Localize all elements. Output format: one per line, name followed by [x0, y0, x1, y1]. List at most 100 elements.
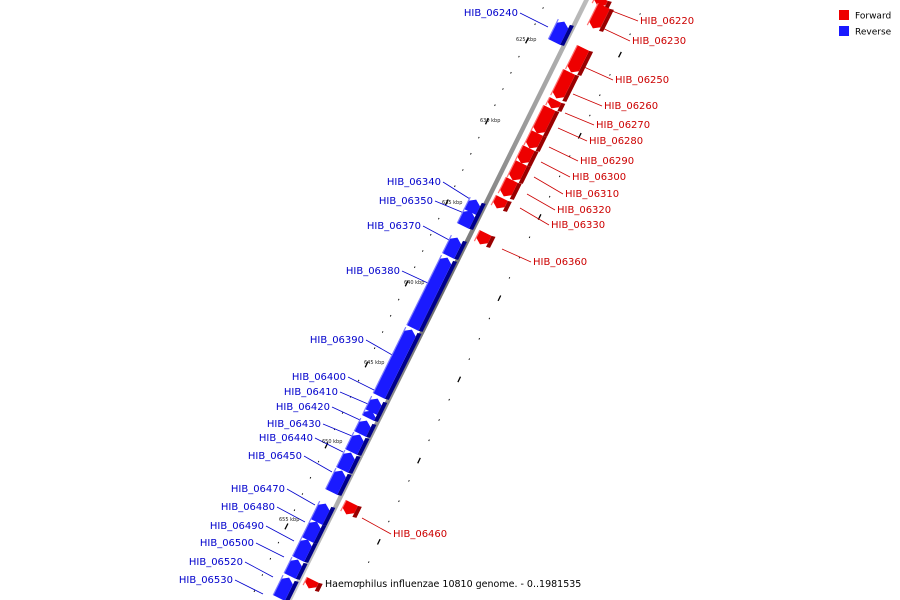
minor-tick — [277, 541, 280, 544]
major-tick — [364, 361, 369, 368]
gene-label-reverse: HIB_06530 — [179, 575, 233, 586]
leader-line-reverse — [422, 225, 452, 242]
gene-arrow-body — [589, 3, 610, 29]
gene-arrow-body — [442, 237, 462, 259]
reverse-gene-arrow — [325, 467, 352, 496]
gene-arrow-shade — [543, 110, 560, 137]
gene-arrow-highlight — [283, 556, 293, 574]
gene-label-forward: HIB_06270 — [596, 120, 650, 131]
gene-arrow-body — [273, 577, 293, 600]
gene-label-reverse: HIB_06430 — [267, 419, 321, 430]
gene-label-forward: HIB_06310 — [565, 189, 619, 200]
forward-gene-arrow — [302, 576, 323, 592]
leader-line-forward — [526, 193, 556, 211]
leader-line-reverse — [434, 200, 465, 214]
kbp-label: 640 kbp — [404, 280, 424, 286]
forward-gene-arrow — [564, 44, 594, 76]
gene-arrow-highlight — [406, 254, 443, 326]
forward-gene-arrow — [497, 176, 522, 200]
gene-label-reverse: HIB_06450 — [248, 451, 302, 462]
minor-tick — [341, 412, 344, 414]
gene-arrow-shade — [560, 24, 574, 46]
minor-tick — [462, 169, 464, 171]
leader-line-forward — [548, 146, 579, 162]
gene-label-forward: HIB_06460 — [393, 529, 447, 540]
gene-arrow-body — [292, 539, 312, 562]
gene-arrow-shade — [509, 182, 522, 200]
gene-arrow-highlight — [547, 18, 559, 40]
gene-arrow-body — [525, 130, 543, 149]
major-tick — [457, 376, 462, 383]
leader-line-forward — [572, 93, 603, 107]
leader-line-reverse — [276, 506, 306, 523]
reverse-gene-arrow — [283, 556, 308, 580]
gene-arrow-highlight — [364, 395, 373, 410]
major-tick — [404, 280, 409, 287]
gene-arrow-shade — [376, 401, 388, 416]
minor-tick — [454, 185, 456, 188]
legend-forward-label: Forward — [855, 12, 891, 22]
gene-arrow-highlight — [497, 176, 507, 194]
leader-line-reverse — [255, 542, 285, 558]
minor-tick — [357, 581, 360, 584]
gene-arrow-shade — [384, 332, 422, 400]
gene-label-forward: HIB_06320 — [557, 205, 611, 216]
reverse-gene-arrow — [291, 536, 318, 563]
gene-label-forward: HIB_06330 — [551, 220, 605, 231]
gene-label-reverse: HIB_06370 — [367, 221, 421, 232]
gene-label-reverse: HIB_06410 — [284, 387, 338, 398]
major-tick — [284, 523, 289, 530]
gene-arrow-body — [373, 329, 416, 399]
gene-label-forward: HIB_06220 — [640, 16, 694, 27]
gene-label-forward: HIB_06300 — [572, 172, 626, 183]
forward-gene-arrow — [514, 144, 539, 167]
minor-tick — [494, 104, 496, 107]
reverse-gene-arrow — [310, 500, 336, 526]
leader-line-reverse — [442, 181, 471, 200]
kbp-scale-labels: 625 kbp 630 kbp 635 kbp 640 kbp 645 kbp … — [279, 37, 536, 523]
leader-line-forward — [540, 161, 571, 178]
minor-tick — [381, 331, 384, 333]
gene-arrow-highlight — [550, 68, 565, 96]
minor-tick — [317, 460, 320, 463]
gene-arrow-highlight — [530, 104, 545, 131]
gene-arrow-shade — [577, 50, 594, 76]
reverse-gene-labels: HIB_06240 HIB_06340 HIB_06350 HIB_06370 … — [179, 8, 518, 586]
kbp-label: 630 kbp — [480, 118, 500, 124]
leader-line-reverse — [365, 339, 395, 357]
forward-gene-arrow — [506, 159, 532, 184]
major-tick — [618, 51, 622, 58]
gene-arrow-body — [345, 434, 364, 455]
major-tick — [444, 199, 449, 206]
forward-gene-arrow — [340, 499, 362, 518]
gene-arrow-highlight — [456, 207, 466, 224]
kbp-label: 645 kbp — [364, 360, 384, 366]
leader-line-reverse — [401, 270, 431, 285]
gene-arrow-body — [552, 69, 576, 99]
gene-arrow-body — [310, 503, 330, 525]
gene-arrow-highlight — [545, 96, 551, 106]
gene-arrow-shade — [337, 473, 352, 496]
minor-tick — [508, 276, 511, 279]
reverse-gene-arrow — [372, 326, 422, 400]
gene-label-reverse: HIB_06440 — [259, 433, 313, 444]
minor-tick — [478, 337, 481, 340]
gene-arrow-highlight — [591, 0, 595, 4]
leader-line-forward — [564, 112, 595, 126]
forward-gene-arrow — [473, 229, 496, 248]
gene-arrow-body — [493, 195, 508, 209]
gene-arrow-shade — [535, 135, 547, 152]
minor-tick — [388, 520, 390, 523]
gene-arrow-shade — [518, 165, 532, 184]
gene-arrow-shade — [366, 423, 377, 438]
minor-tick — [629, 33, 631, 36]
minor-tick — [269, 557, 272, 560]
gene-arrow-body — [342, 500, 358, 515]
leader-line-reverse — [331, 406, 361, 421]
gene-arrow-shade — [557, 102, 566, 112]
gene-arrow-highlight — [523, 129, 532, 146]
minor-tick — [261, 574, 264, 576]
gene-arrow-body — [476, 230, 492, 245]
major-tick — [376, 538, 381, 545]
minor-tick — [397, 298, 400, 301]
